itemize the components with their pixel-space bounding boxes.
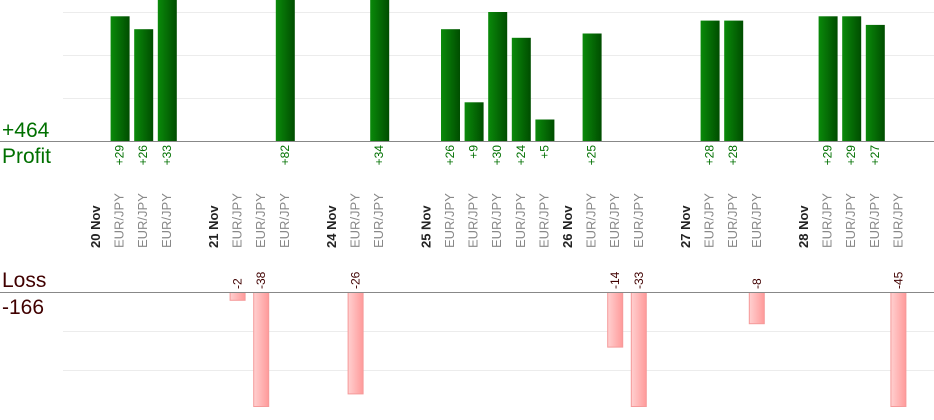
loss-value-label: -38 — [254, 271, 268, 289]
symbol-label: EUR/JPY — [536, 193, 551, 248]
profit-bars — [110, 0, 885, 142]
profit-value-label: +30 — [490, 145, 504, 166]
loss-value-label: -14 — [608, 271, 622, 289]
profit-value-label: +26 — [136, 145, 150, 166]
profit-value-label: +9 — [467, 145, 481, 159]
profit-value-label: +28 — [703, 145, 717, 166]
profit-value-label: +29 — [821, 145, 835, 166]
profit-bar — [110, 16, 130, 141]
loss-bar — [347, 292, 364, 395]
profit-bar — [275, 0, 295, 141]
profit-value-label: +28 — [726, 145, 740, 166]
profit-bar — [157, 0, 177, 141]
date-label: 24 Nov — [324, 205, 339, 248]
loss-bar — [229, 292, 246, 301]
profit-value-label: +27 — [868, 145, 882, 166]
profit-bar — [370, 0, 390, 141]
profit-label: Profit — [2, 145, 51, 168]
profit-total: +464 — [2, 119, 50, 142]
axis-labels: 20 Nov EUR/JPY +29 EUR/JPY +26 EUR/JPY +33 21 N… — [88, 145, 905, 289]
date-label: 28 Nov — [796, 205, 811, 248]
symbol-label: EUR/JPY — [253, 193, 268, 248]
loss-bar — [630, 292, 647, 407]
symbol-label: EUR/JPY — [159, 193, 174, 248]
profit-value-label: +33 — [160, 145, 174, 166]
symbol-label: EUR/JPY — [277, 193, 292, 248]
profit-bar — [865, 24, 885, 141]
symbol-label: EUR/JPY — [513, 193, 528, 248]
date-label: 27 Nov — [678, 205, 693, 248]
symbol-label: EUR/JPY — [843, 193, 858, 248]
loss-label: Loss — [2, 269, 46, 292]
date-label: 25 Nov — [418, 205, 433, 248]
symbol-label: EUR/JPY — [112, 193, 127, 248]
date-label: 20 Nov — [88, 205, 103, 248]
profit-bar — [842, 16, 862, 141]
profit-bar — [464, 102, 484, 141]
profit-value-label: +29 — [844, 145, 858, 166]
loss-total: -166 — [2, 296, 44, 319]
profit-bar — [582, 33, 602, 141]
symbol-label: EUR/JPY — [230, 193, 245, 248]
loss-bar — [890, 292, 907, 407]
symbol-label: EUR/JPY — [584, 193, 599, 248]
profit-value-label: +5 — [537, 145, 551, 159]
loss-value-label: -8 — [750, 278, 764, 289]
symbol-label: EUR/JPY — [867, 193, 882, 248]
profit-value-label: +34 — [372, 145, 386, 166]
profit-bar — [700, 20, 720, 142]
profit-bar — [724, 20, 744, 142]
profit-bar — [818, 16, 838, 141]
profit-bar — [535, 119, 555, 141]
loss-value-label: -2 — [231, 278, 245, 289]
symbol-label: EUR/JPY — [442, 193, 457, 248]
profit-value-label: +25 — [585, 145, 599, 166]
symbol-label: EUR/JPY — [607, 193, 622, 248]
profit-bar — [488, 12, 508, 141]
profit-value-label: +29 — [113, 145, 127, 166]
symbol-label: EUR/JPY — [702, 193, 717, 248]
loss-value-label: -26 — [349, 271, 363, 289]
symbol-label: EUR/JPY — [371, 193, 386, 248]
profit-value-label: +24 — [514, 145, 528, 166]
profit-value-label: +82 — [278, 145, 292, 166]
symbol-label: EUR/JPY — [749, 193, 764, 248]
profit-value-label: +26 — [443, 145, 457, 166]
symbol-label: EUR/JPY — [348, 193, 363, 248]
profit-bar — [134, 29, 154, 142]
loss-bar — [607, 292, 624, 348]
symbol-label: EUR/JPY — [466, 193, 481, 248]
loss-value-label: -45 — [891, 271, 905, 289]
loss-bars — [229, 292, 907, 407]
loss-bar — [253, 292, 270, 407]
profit-bar — [511, 37, 531, 141]
symbol-label: EUR/JPY — [820, 193, 835, 248]
date-label: 26 Nov — [560, 205, 575, 248]
symbol-label: EUR/JPY — [135, 193, 150, 248]
loss-bar — [748, 292, 765, 325]
symbol-label: EUR/JPY — [725, 193, 740, 248]
profit-bar — [441, 29, 460, 142]
symbol-label: EUR/JPY — [489, 193, 504, 248]
loss-value-label: -33 — [632, 271, 646, 289]
symbol-label: EUR/JPY — [631, 193, 646, 248]
date-label: 21 Nov — [206, 205, 221, 248]
symbol-label: EUR/JPY — [890, 193, 905, 248]
